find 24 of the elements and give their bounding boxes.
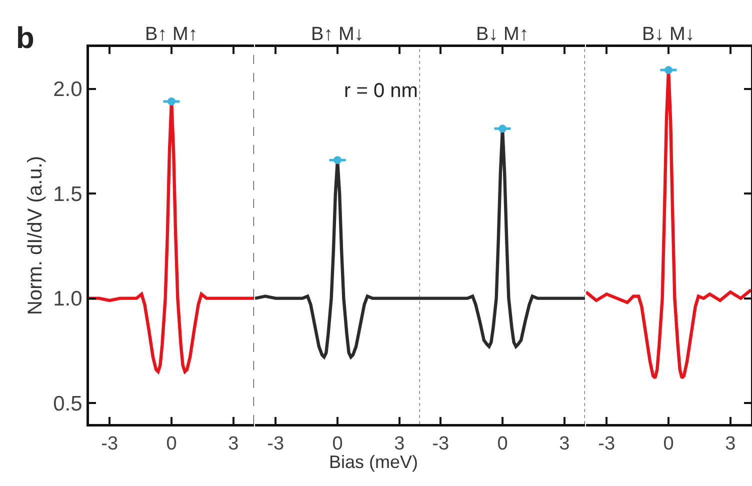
y-axis-title: Norm. dI/dV (a.u.): [24, 156, 46, 315]
x-tick-label: 0: [663, 433, 674, 454]
y-tick-label: 2.0: [53, 78, 82, 102]
chart-title: B↑ M↓: [311, 24, 364, 45]
x-tick-label: 3: [725, 433, 736, 454]
x-tick-label: -3: [267, 433, 284, 454]
x-tick-label: 0: [497, 433, 508, 454]
chart-title: B↓ M↑: [476, 24, 529, 45]
text: b: [16, 22, 34, 55]
x-axis-title: Bias (meV): [329, 452, 418, 472]
chart-title: B↑ M↑: [145, 24, 198, 45]
y-tick-label: 1.5: [53, 182, 82, 206]
x-tick-label: 3: [394, 433, 405, 454]
x-tick-label: 0: [166, 433, 177, 454]
y-tick-label: 0.5: [53, 392, 82, 416]
x-tick-label: -3: [101, 433, 118, 454]
x-tick-label: -3: [598, 433, 616, 454]
y-tick-label: 1.0: [53, 288, 82, 311]
x-tick-label: 3: [559, 433, 570, 454]
chart-title: B↓ M↓: [642, 24, 695, 45]
x-tick-label: 3: [228, 433, 239, 454]
annotation: r = 0 nm: [344, 80, 418, 102]
x-tick-label: 0: [332, 433, 343, 454]
x-tick-label: -3: [432, 433, 450, 454]
